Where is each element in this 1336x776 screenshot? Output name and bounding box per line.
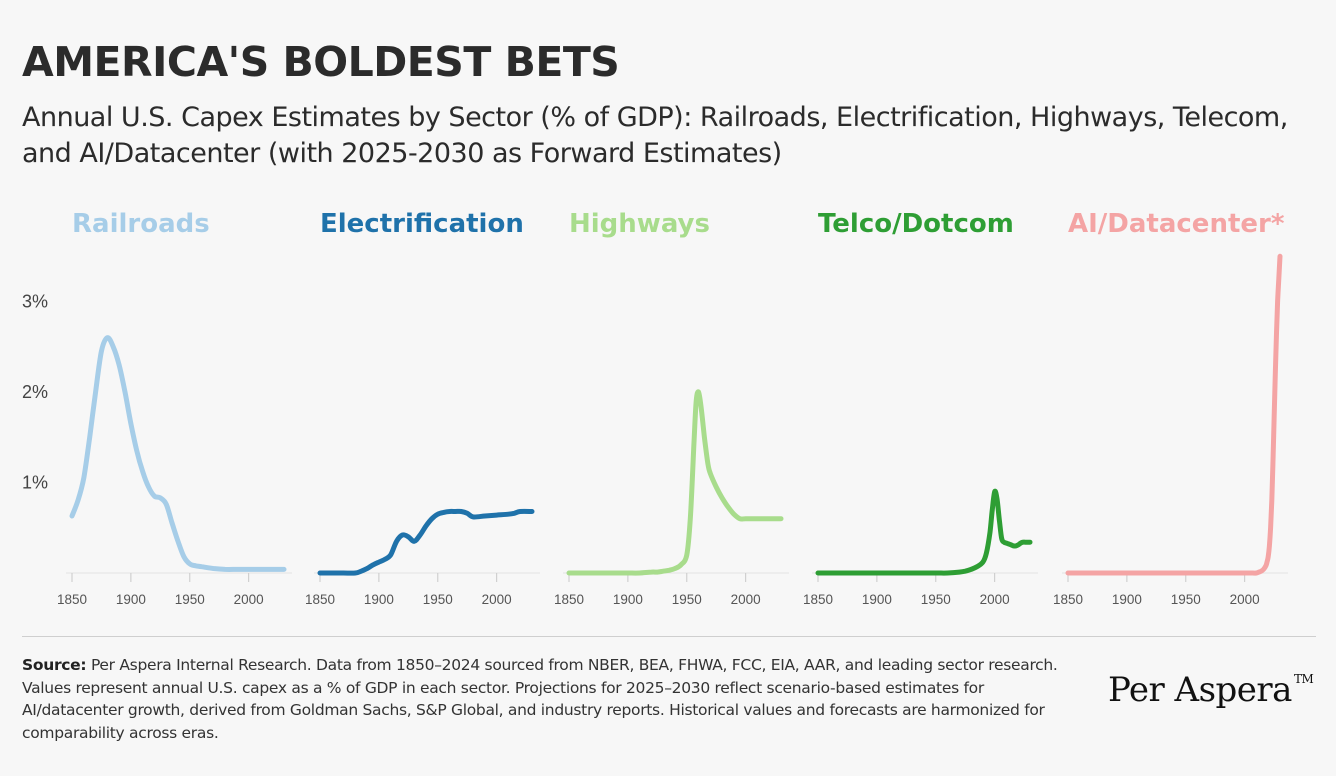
trademark-mark: TM (1293, 672, 1314, 686)
x-tick-label: 1900 (1112, 592, 1142, 607)
x-tick-label: 1950 (1171, 592, 1201, 607)
small-multiples-chart: 1% 2% 3% Railroads 1850 1900 1950 2000 Electrifi… (22, 209, 1288, 607)
x-tick-label: 1850 (1053, 592, 1083, 607)
panel-title-electrification: Electrification (320, 209, 524, 239)
x-tick-label: 1950 (175, 592, 205, 607)
x-tick-label: 1850 (554, 592, 584, 607)
x-tick-label: 2000 (731, 592, 761, 607)
source-text: Per Aspera Internal Research. Data from … (22, 656, 1058, 742)
panel-title-railroads: Railroads (72, 209, 210, 239)
x-tick-label: 1900 (364, 592, 394, 607)
x-tick-label: 1900 (613, 592, 643, 607)
series-line-electrification (317, 508, 535, 576)
x-tick-label: 2000 (1230, 592, 1260, 607)
x-tick-label: 1850 (803, 592, 833, 607)
y-tick-label: 3% (22, 292, 48, 312)
brand-name: Per Aspera (1108, 670, 1292, 710)
x-tick-label: 1850 (57, 592, 87, 607)
series-line-railroads (69, 335, 287, 572)
chart-subtitle: Annual U.S. Capex Estimates by Sector (%… (22, 102, 1288, 169)
x-tick-label: 1950 (672, 592, 702, 607)
y-tick-label: 2% (22, 382, 48, 402)
x-tick-label: 1850 (305, 592, 335, 607)
source-label: Source: (22, 656, 87, 674)
panel-title-highways: Highways (569, 209, 710, 239)
brand-logo: Per Aspera TM (1108, 670, 1314, 710)
x-tick-label: 1950 (921, 592, 951, 607)
chart-title: AMERICA'S BOLDEST BETS (22, 38, 620, 86)
x-tick-label: 1900 (862, 592, 892, 607)
panel-title-ai-datacenter: AI/Datacenter* (1068, 209, 1285, 239)
source-note: Source: Per Aspera Internal Research. Da… (22, 654, 1062, 744)
footer-divider (22, 636, 1316, 637)
x-tick-label: 2000 (482, 592, 512, 607)
x-tick-label: 2000 (234, 592, 264, 607)
series-line-telco-dotcom (815, 488, 1033, 576)
series-line-ai-datacenter (1065, 253, 1283, 576)
series-line-highways (566, 389, 784, 576)
y-tick-label: 1% (22, 473, 48, 493)
panel-title-telco-dotcom: Telco/Dotcom (818, 209, 1014, 239)
x-tick-label: 2000 (980, 592, 1010, 607)
x-tick-label: 1900 (116, 592, 146, 607)
x-tick-label: 1950 (423, 592, 453, 607)
